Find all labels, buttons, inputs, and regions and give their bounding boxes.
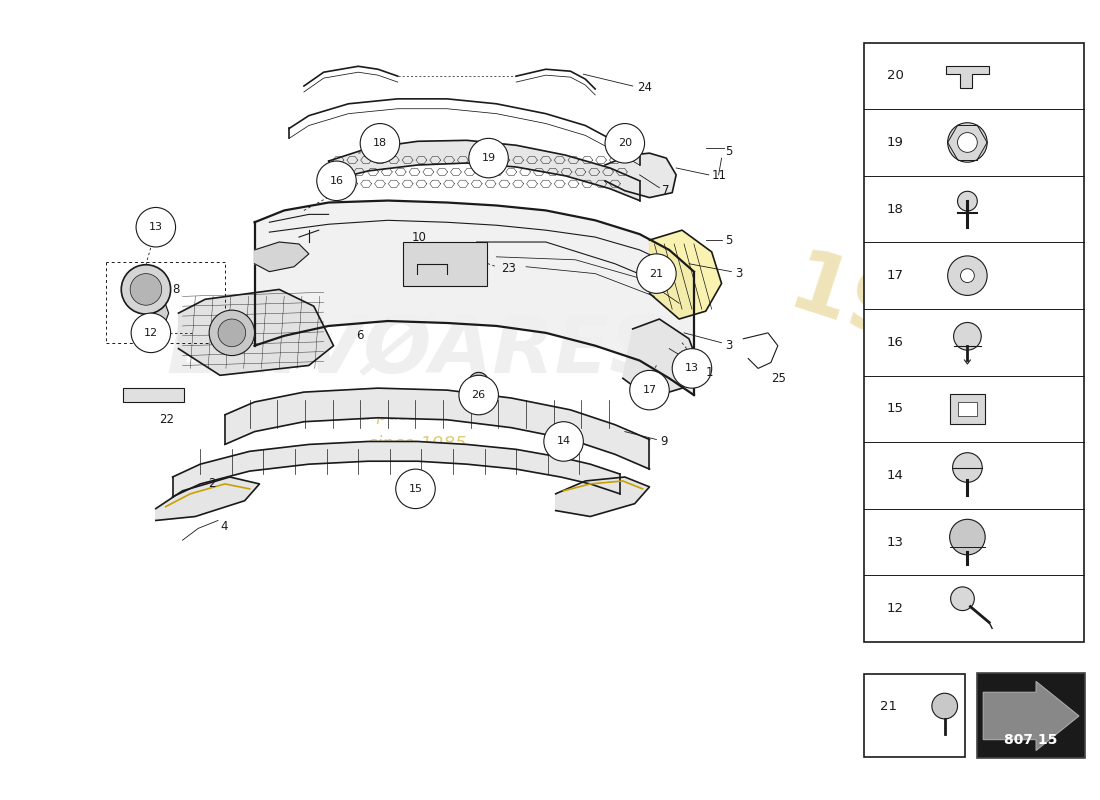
Circle shape: [605, 123, 645, 163]
Polygon shape: [649, 230, 722, 319]
Circle shape: [629, 370, 669, 410]
Circle shape: [360, 123, 399, 163]
Circle shape: [950, 587, 975, 610]
Circle shape: [459, 375, 498, 415]
Circle shape: [948, 122, 987, 162]
Text: 4: 4: [220, 520, 228, 533]
Circle shape: [932, 694, 957, 719]
Polygon shape: [224, 388, 649, 469]
FancyBboxPatch shape: [864, 674, 966, 758]
Circle shape: [218, 319, 245, 346]
Circle shape: [637, 254, 676, 294]
Text: 7: 7: [662, 184, 670, 197]
Text: 14: 14: [887, 469, 904, 482]
Text: 16: 16: [330, 176, 343, 186]
Text: 9: 9: [660, 435, 668, 448]
FancyBboxPatch shape: [977, 674, 1085, 758]
Text: 12: 12: [144, 328, 158, 338]
Text: 807 15: 807 15: [1004, 733, 1058, 746]
Circle shape: [543, 422, 583, 462]
Circle shape: [121, 265, 170, 314]
Text: 25: 25: [771, 372, 785, 385]
Text: a passion for: a passion for: [360, 406, 475, 424]
Text: 11: 11: [712, 170, 727, 182]
Text: 3: 3: [726, 339, 733, 352]
Text: 18: 18: [373, 138, 387, 148]
Circle shape: [672, 349, 712, 388]
Circle shape: [130, 274, 162, 306]
Text: 13: 13: [887, 535, 904, 549]
Polygon shape: [605, 153, 676, 198]
Text: 12: 12: [887, 602, 904, 615]
FancyBboxPatch shape: [403, 242, 486, 286]
Text: 21: 21: [880, 699, 896, 713]
Polygon shape: [329, 140, 639, 201]
Text: since 1985: since 1985: [368, 435, 466, 454]
Circle shape: [957, 133, 977, 152]
Text: 20: 20: [887, 70, 904, 82]
Text: 5: 5: [726, 145, 733, 158]
Text: 17: 17: [642, 385, 657, 395]
Text: 10: 10: [412, 230, 427, 243]
Text: 13: 13: [685, 363, 698, 374]
Circle shape: [949, 519, 986, 555]
Polygon shape: [156, 477, 260, 521]
Polygon shape: [983, 682, 1079, 750]
FancyBboxPatch shape: [123, 388, 185, 402]
Circle shape: [960, 269, 975, 282]
Polygon shape: [556, 477, 649, 517]
Text: 23: 23: [502, 262, 516, 275]
Text: 15: 15: [408, 484, 422, 494]
Text: 24: 24: [637, 81, 651, 94]
Circle shape: [396, 469, 436, 509]
Circle shape: [953, 453, 982, 482]
FancyBboxPatch shape: [864, 42, 1084, 642]
Circle shape: [954, 322, 981, 350]
Text: 8: 8: [173, 283, 180, 296]
Text: 1: 1: [706, 366, 713, 379]
Polygon shape: [178, 290, 333, 375]
Circle shape: [469, 138, 508, 178]
Text: 2: 2: [208, 478, 216, 490]
Circle shape: [957, 191, 977, 211]
Polygon shape: [946, 66, 989, 88]
Circle shape: [317, 161, 356, 201]
Circle shape: [136, 207, 176, 247]
Text: 6: 6: [356, 330, 364, 342]
Text: 18: 18: [887, 202, 904, 215]
FancyBboxPatch shape: [949, 394, 986, 424]
Polygon shape: [143, 296, 168, 333]
Text: 20: 20: [618, 138, 631, 148]
Text: ELIVØARES: ELIVØARES: [167, 312, 668, 390]
Circle shape: [469, 372, 488, 392]
Text: 22: 22: [158, 414, 174, 426]
Text: 13: 13: [148, 222, 163, 232]
Text: 1985: 1985: [778, 245, 1032, 398]
Text: 15: 15: [887, 402, 904, 415]
Text: 16: 16: [887, 336, 904, 349]
Polygon shape: [254, 242, 309, 272]
Circle shape: [948, 256, 987, 295]
Polygon shape: [623, 319, 698, 398]
Text: 3: 3: [736, 267, 743, 280]
Text: 5: 5: [726, 234, 733, 246]
Text: 19: 19: [887, 136, 904, 149]
Polygon shape: [254, 201, 694, 395]
Circle shape: [209, 310, 254, 355]
FancyBboxPatch shape: [957, 402, 977, 416]
Text: 26: 26: [472, 390, 486, 400]
Text: 21: 21: [649, 269, 663, 278]
Polygon shape: [173, 442, 620, 497]
Circle shape: [131, 313, 170, 353]
Text: 19: 19: [482, 153, 496, 163]
Text: 17: 17: [887, 269, 904, 282]
Text: 14: 14: [557, 437, 571, 446]
